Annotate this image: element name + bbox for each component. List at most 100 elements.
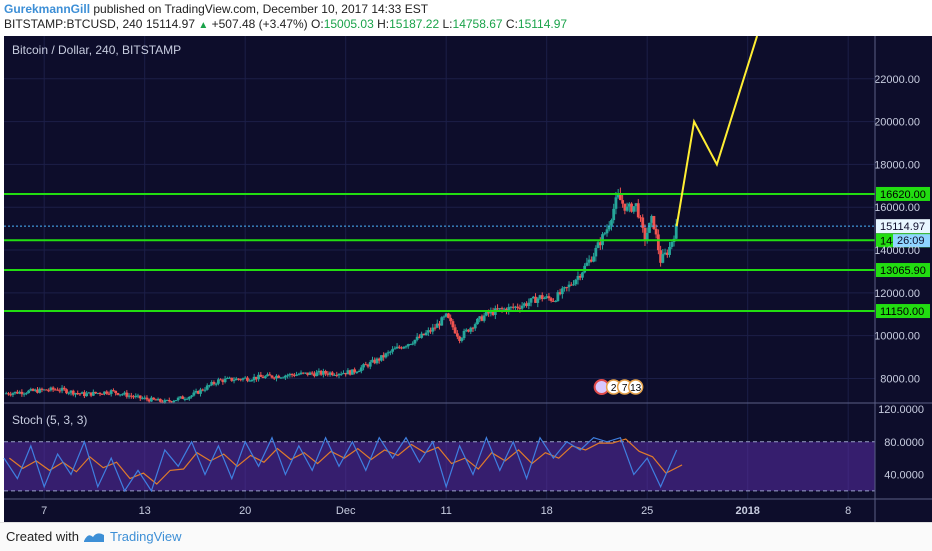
event-badge-label: 13 — [630, 383, 642, 394]
candle-body — [641, 217, 645, 228]
candle-body — [237, 378, 240, 380]
candle-body — [76, 393, 80, 395]
candle-body — [569, 284, 573, 286]
candle-body — [516, 306, 520, 308]
candle-body — [576, 275, 580, 280]
time-tick-label: 7 — [41, 505, 47, 517]
open-label: O: — [311, 17, 324, 31]
candle-body — [230, 377, 234, 381]
candle-body — [87, 392, 91, 394]
candle-body — [560, 288, 564, 295]
candle-body — [196, 390, 200, 394]
candle-body — [94, 391, 97, 394]
stoch-tick-label: 120.0000 — [878, 404, 924, 416]
axes: 7 13 20 Dec 11 18 25 2018 88000.0010000.0012000.… — [4, 36, 932, 522]
candle-body — [464, 329, 468, 331]
candle-body — [315, 372, 319, 377]
price-chart[interactable]: 16620.0014454.9813065.9011150.0015114.97… — [0, 36, 932, 522]
candle-body — [208, 385, 211, 387]
candle-body — [610, 220, 613, 226]
candle-body — [509, 306, 513, 308]
candle-body — [313, 373, 316, 377]
candle-body — [192, 392, 196, 396]
candle-body — [409, 344, 412, 346]
close-label: C: — [505, 17, 518, 31]
candle-body — [391, 349, 394, 352]
candle-body — [141, 398, 144, 400]
candle-body — [630, 203, 633, 212]
candle-body — [67, 392, 71, 394]
candle-body — [317, 370, 321, 373]
candle-body — [183, 398, 187, 400]
candle-body — [16, 391, 19, 394]
tradingview-brand[interactable]: TradingView — [110, 529, 182, 544]
candle-body — [449, 317, 453, 322]
candle-body — [185, 398, 189, 400]
event-badge[interactable] — [627, 379, 644, 395]
candle-body — [375, 358, 379, 364]
candle-body — [619, 193, 622, 201]
candle-body — [460, 338, 464, 341]
candle-body — [150, 397, 153, 402]
horizontal-levels[interactable]: 16620.0014454.9813065.9011150.0015114.97… — [4, 186, 930, 319]
candle-body — [674, 223, 678, 239]
candle-body — [33, 389, 37, 391]
price-tick-label: 22000.00 — [874, 74, 920, 86]
candle-body — [24, 393, 28, 395]
candle-body — [170, 401, 173, 403]
candle-body — [31, 388, 35, 391]
candle-body — [538, 295, 542, 299]
candle-body — [344, 372, 348, 375]
candle-body — [13, 391, 17, 394]
price-tick-label: 8000.00 — [880, 373, 920, 385]
candle-body — [152, 397, 156, 400]
candle-body — [214, 383, 218, 385]
candle-body — [558, 292, 562, 295]
price-change: +507.48 (+3.47%) — [211, 17, 308, 31]
candle-body — [275, 375, 278, 379]
time-tick-label: 11 — [440, 505, 451, 517]
candle-body — [578, 275, 582, 278]
candle-body — [132, 396, 135, 398]
candle-body — [286, 375, 290, 377]
candle-body — [433, 327, 437, 329]
candle-body — [190, 395, 193, 397]
level-tag — [876, 263, 930, 278]
candle-body — [254, 376, 258, 380]
candle-body — [670, 242, 674, 247]
event-badges[interactable]: 2 7 13 — [593, 379, 644, 395]
candle-body — [471, 327, 475, 329]
candle-body — [163, 400, 167, 403]
candle-body — [411, 343, 415, 345]
symbol-label: BITSTAMP:BTCUSD, 240 — [4, 17, 143, 31]
candle-body — [377, 358, 381, 361]
candle-body — [134, 395, 138, 398]
author-link[interactable]: GurekmannGill — [4, 2, 91, 16]
projection-line[interactable] — [675, 36, 759, 227]
candle-body — [572, 284, 575, 286]
candle-body — [232, 380, 236, 382]
candle-body — [429, 330, 432, 332]
candle-body — [480, 316, 484, 321]
candle-body — [415, 336, 419, 340]
level-tag — [876, 186, 930, 201]
projection[interactable] — [675, 36, 759, 227]
candle-body — [552, 300, 555, 302]
candle-body — [7, 393, 10, 395]
candle-body — [380, 355, 383, 361]
candle-body — [172, 400, 176, 403]
publish-line: GurekmannGill published on TradingView.c… — [4, 2, 428, 16]
candle-body — [384, 353, 388, 358]
candle-body — [592, 256, 595, 262]
candle-body — [406, 344, 410, 347]
candle-body — [56, 389, 59, 391]
candle-body — [36, 389, 39, 393]
time-tick-label: 2018 — [735, 505, 759, 517]
candle-body — [502, 308, 506, 310]
price-axis-background — [875, 36, 932, 522]
candle-body — [40, 388, 44, 390]
tradingview-logo-icon — [84, 533, 104, 542]
candle-body — [103, 391, 106, 395]
candle-body — [587, 259, 591, 263]
candle-body — [359, 367, 363, 372]
